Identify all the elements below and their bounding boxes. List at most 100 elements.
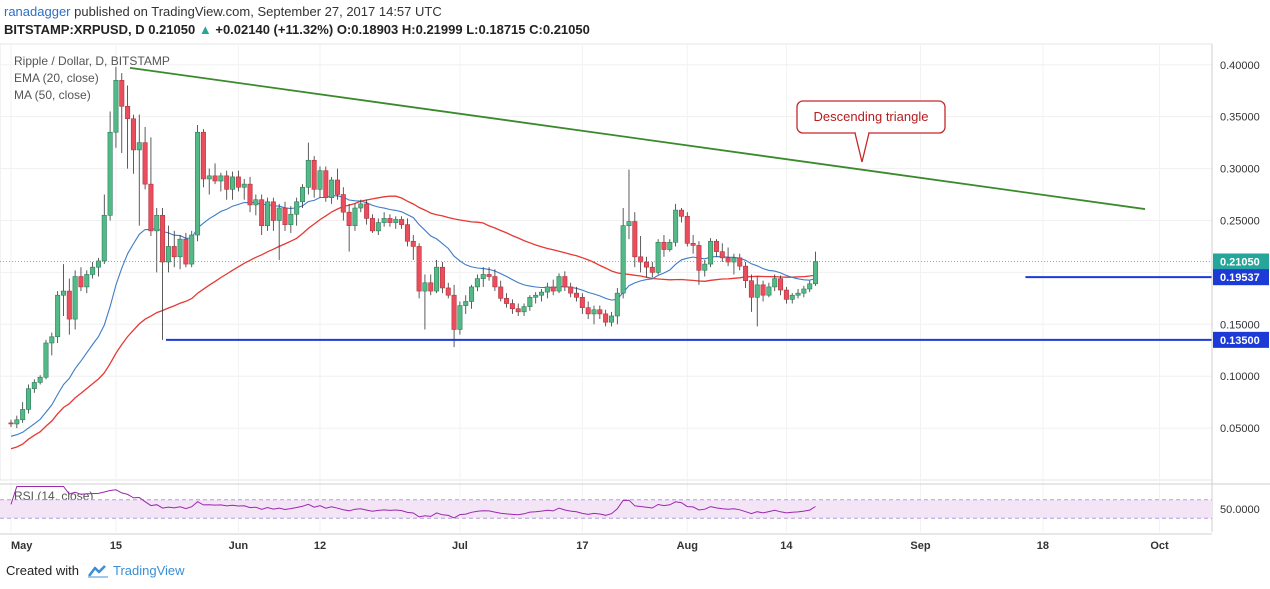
- annotation-pointer-mask: [856, 131, 868, 134]
- author-link[interactable]: ranadagger: [4, 4, 71, 19]
- candle-body: [49, 336, 55, 344]
- candle-body: [608, 315, 614, 323]
- price-tick-label: 0.10000: [1220, 371, 1260, 383]
- candle-body: [422, 282, 428, 292]
- candle-body: [160, 214, 166, 263]
- candle-body: [393, 219, 399, 223]
- candle-body: [195, 131, 201, 236]
- candle-body: [632, 221, 638, 258]
- candle: [801, 285, 807, 298]
- candle: [772, 274, 778, 292]
- price-change: +0.02140 (+11.32%): [215, 22, 334, 37]
- candle: [369, 214, 375, 233]
- price-flag-label: 0.21050: [1220, 256, 1260, 268]
- open-label: O:: [336, 22, 352, 37]
- candle: [638, 236, 644, 273]
- candle: [678, 208, 684, 223]
- candle: [754, 276, 760, 327]
- candle: [632, 212, 638, 268]
- candle: [364, 199, 370, 225]
- candle: [224, 170, 230, 200]
- candle: [352, 203, 358, 231]
- candle: [766, 282, 772, 298]
- price-chart[interactable]: Descending triangle Ripple / Dollar, D, …: [0, 0, 1270, 560]
- footer-brand-link[interactable]: TradingView: [112, 563, 185, 578]
- candle-body: [515, 308, 521, 313]
- candle-body: [778, 278, 784, 291]
- high-label: H:: [401, 22, 416, 37]
- candle-body: [562, 276, 568, 288]
- candle-body: [200, 131, 206, 180]
- candle: [515, 303, 521, 316]
- candle-body: [113, 80, 119, 133]
- candle-body: [101, 214, 107, 262]
- candle-body: [253, 199, 259, 206]
- annotation-box: [796, 100, 946, 134]
- candle: [165, 225, 171, 273]
- candle: [813, 251, 819, 286]
- candle: [708, 238, 714, 268]
- candle: [317, 166, 323, 198]
- candle-body: [544, 286, 550, 293]
- candle: [737, 253, 743, 271]
- candle-body: [439, 266, 445, 289]
- candle: [25, 384, 31, 414]
- candle-body: [154, 214, 160, 232]
- price-axis[interactable]: 0.400000.350000.300000.250000.200000.150…: [1211, 44, 1269, 532]
- candle-body: [434, 266, 440, 292]
- candle-body: [364, 203, 370, 219]
- candle: [90, 262, 96, 279]
- publish-info: ranadagger published on TradingView.com,…: [4, 4, 442, 19]
- date-tick-label: Sep: [910, 540, 930, 552]
- candle-body: [299, 186, 305, 203]
- candle: [439, 262, 445, 294]
- candle-body: [305, 159, 311, 188]
- candle-body: [509, 303, 515, 310]
- candle-body: [539, 291, 545, 296]
- candle: [667, 239, 673, 252]
- candle-body: [469, 286, 475, 302]
- legend-ma: MA (50, close): [14, 88, 91, 102]
- candle-body: [410, 240, 416, 247]
- candle: [265, 197, 271, 231]
- candle: [206, 168, 212, 195]
- date-tick-label: Jul: [452, 540, 468, 552]
- candle-body: [527, 296, 533, 307]
- candle: [410, 235, 416, 260]
- candle-body: [265, 201, 271, 226]
- candle-body: [416, 246, 422, 292]
- candle: [387, 214, 393, 227]
- descending-trendline: [129, 66, 1146, 210]
- candle: [212, 163, 218, 185]
- candle: [241, 178, 247, 200]
- candle-body: [346, 211, 352, 226]
- candle-body: [66, 290, 72, 320]
- candle-body: [737, 257, 743, 267]
- ma-50-line: [10, 195, 816, 450]
- price-tick-label: 0.15000: [1220, 319, 1260, 331]
- candle: [60, 264, 66, 316]
- candle-body: [270, 201, 276, 221]
- candle: [463, 295, 469, 314]
- candle: [107, 111, 113, 221]
- footer: Created with TradingView: [6, 563, 185, 578]
- candle: [748, 274, 754, 312]
- candle-body: [643, 261, 649, 268]
- candle: [731, 253, 737, 275]
- candle: [148, 137, 154, 237]
- candle-body: [235, 176, 241, 188]
- candle: [177, 235, 183, 270]
- candle-body: [352, 207, 358, 226]
- rsi-band: [0, 499, 1212, 519]
- candle: [381, 212, 387, 227]
- candle: [404, 218, 410, 247]
- candle: [445, 282, 451, 299]
- annotation-callout: Descending triangle: [796, 100, 946, 163]
- candle-body: [95, 260, 101, 268]
- candle: [276, 203, 282, 260]
- candle-body: [498, 286, 504, 299]
- candle: [434, 259, 440, 294]
- time-axis[interactable]: May 15 Jun 12 Jul 17 Aug 14 Sep 18 Oct: [0, 533, 1212, 552]
- candle-body: [78, 276, 84, 288]
- candle: [608, 311, 614, 327]
